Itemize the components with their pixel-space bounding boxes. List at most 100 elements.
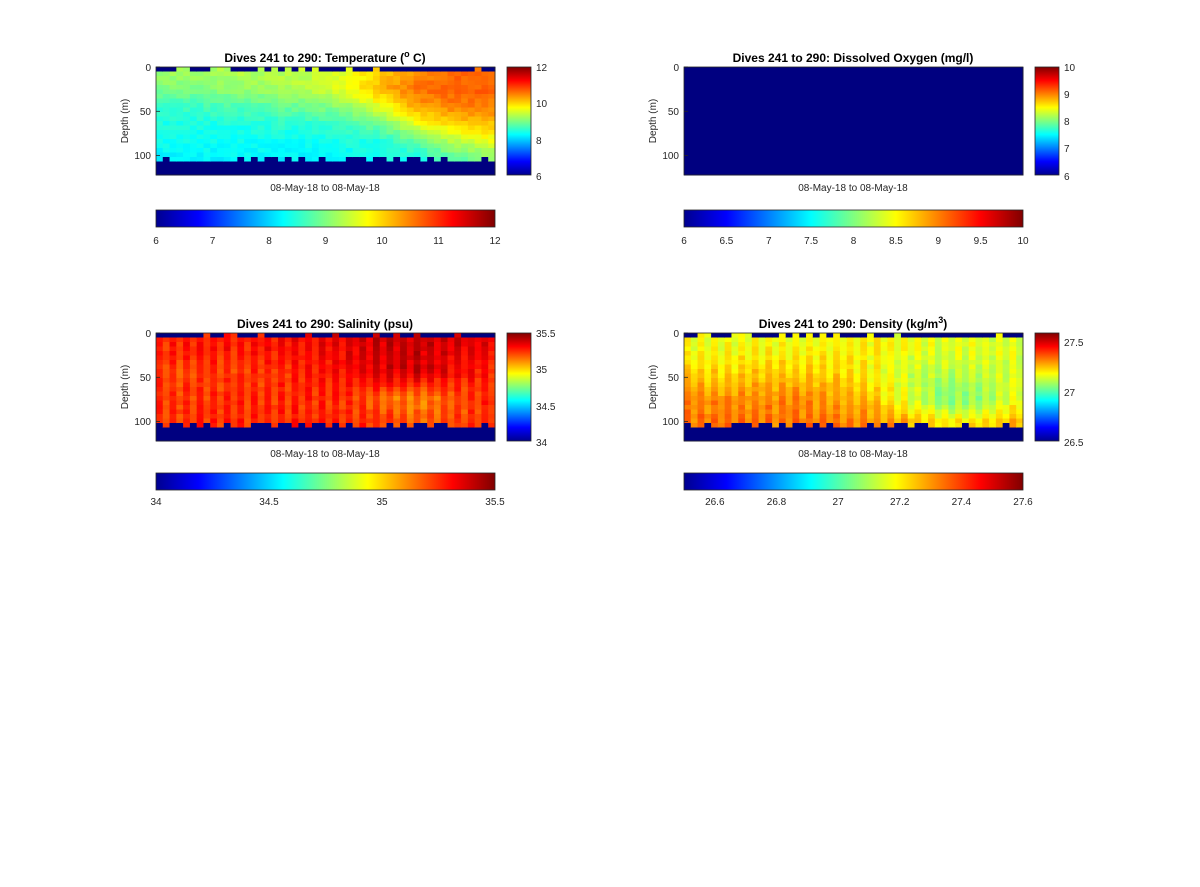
heatmap-cell [806,85,814,90]
heatmap-cell [717,85,726,90]
heatmap-cell [887,161,895,167]
heatmap-cell [758,364,766,370]
heatmap-cell [982,139,990,144]
heatmap-cell [237,94,245,99]
heatmap-cell [812,378,821,383]
heatmap-cell [921,143,929,149]
colorbar-tick-label: 34.5 [536,402,556,413]
heatmap-cell [250,396,259,401]
heatmap-cell [826,76,834,81]
heatmap-cell [812,373,821,379]
heatmap-cell [366,337,374,343]
heatmap-cell [758,355,766,361]
heatmap-cell [406,170,415,176]
heatmap-cell [420,76,428,81]
heatmap-cell [156,98,164,104]
heatmap-cell [210,76,218,81]
heatmap-cell [278,148,286,153]
heatmap-cell [995,85,1004,90]
heatmap-cell [400,378,408,383]
heatmap-cell [352,161,360,167]
heatmap-cell [968,409,977,415]
heatmap-cell [176,405,184,410]
heatmap-cell [366,148,374,153]
heatmap-cell [311,364,320,370]
heatmap-cell [291,89,299,95]
heatmap-cell [941,427,949,433]
heatmap-cell [196,351,204,356]
heatmap-cell [366,143,374,149]
heatmap-cell [298,337,306,343]
heatmap-cell [203,116,211,122]
heatmap-cell [955,98,963,104]
heatmap-cell [684,355,692,361]
heatmap-cell [271,378,279,383]
heatmap-cell [420,373,428,379]
heatmap-cell [900,360,909,365]
heatmap-cell [873,369,882,374]
heatmap-cell [982,107,990,113]
heatmap-temperature [156,67,496,176]
heatmap-cell [427,378,435,383]
heatmap-cell [427,342,435,347]
heatmap-cell [420,98,428,104]
heatmap-cell [250,143,259,149]
heatmap-cell [189,157,198,162]
heatmap-cell [1009,333,1017,338]
heatmap-cell [433,134,442,140]
heatmap-cell [792,94,800,99]
heatmap-cell [928,337,936,343]
heatmap-cell [860,166,868,171]
heatmap-cell [751,364,760,370]
heatmap-cell [278,423,286,428]
heatmap-cell [833,80,841,86]
heatmap-cell [278,166,286,171]
heatmap-cell [914,103,922,108]
heatmap-cell [995,98,1004,104]
heatmap-cell [921,80,929,86]
heatmap-cell [413,427,421,433]
heatmap-cell [481,360,489,365]
heatmap-cell [731,432,739,437]
heatmap-cell [1016,130,1024,135]
heatmap-cell [955,369,963,374]
heatmap-cell [880,76,888,81]
heatmap-cell [447,400,455,406]
heatmap-cell [481,391,489,397]
heatmap-cell [325,166,333,171]
heatmap-cell [934,342,943,347]
heatmap-cell [833,387,841,392]
heatmap-cell [819,143,827,149]
heatmap-cell [183,423,191,428]
heatmap-cell [772,80,780,86]
heatmap-cell [345,103,354,108]
heatmap-cell [806,80,814,86]
heatmap-cell [474,143,482,149]
heatmap-cell [995,418,1004,424]
heatmap-cell [873,130,882,135]
heatmap-cell [806,103,814,108]
heatmap-cell [271,373,279,379]
heatmap-cell [162,369,171,374]
heatmap-cell [488,85,496,90]
heatmap-cell [156,342,164,347]
heatmap-cell [941,166,949,171]
heatmap-cell [162,333,171,338]
heatmap-cell [982,333,990,338]
heatmap-cell [995,396,1004,401]
heatmap-cell [196,432,204,437]
heatmap-cell [427,71,435,77]
heatmap-cell [298,121,306,126]
heatmap-cell [968,432,977,437]
heatmap-cell [873,85,882,90]
heatmap-cell [819,436,827,442]
heatmap-cell [250,382,259,388]
heatmap-cell [724,125,732,131]
heatmap-cell [488,342,496,347]
heatmap-cell [833,342,841,347]
heatmap-cell [427,373,435,379]
heatmap-cell [291,333,299,338]
colorbar-tick-label: 35 [536,365,548,376]
heatmap-cell [833,355,841,361]
heatmap-cell [223,355,232,361]
